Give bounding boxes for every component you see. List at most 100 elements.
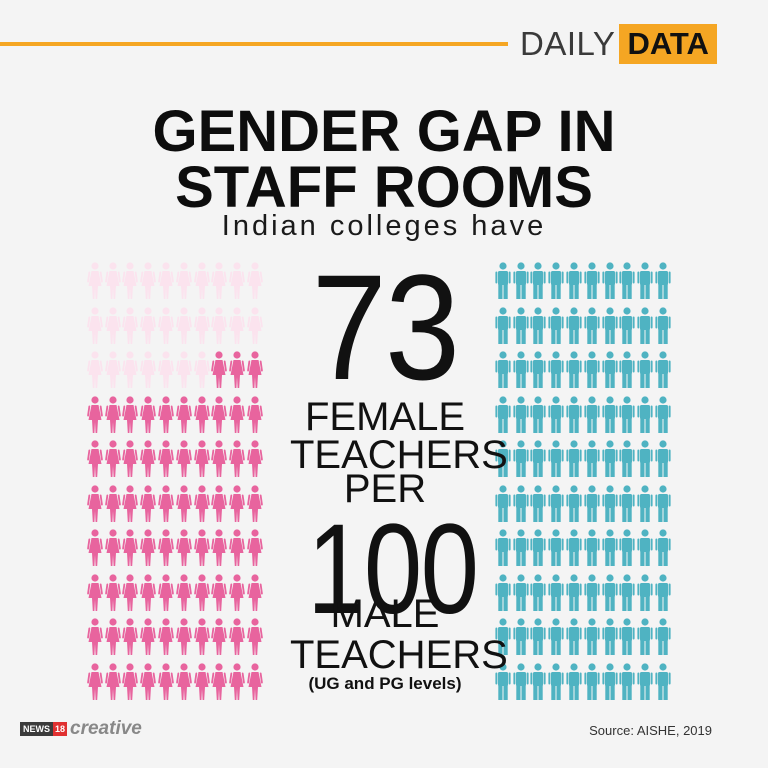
male-icon (530, 395, 548, 441)
label-per: PER (343, 467, 427, 511)
label-teachers-2: TEACHERS (290, 633, 508, 677)
male-icon (530, 262, 548, 307)
female-icon-filled (122, 529, 140, 574)
female-icon-faded (157, 351, 175, 396)
female-icon-filled (157, 395, 175, 441)
male-icon (530, 529, 548, 574)
female-icon-filled (104, 484, 122, 530)
male-icon (512, 573, 530, 619)
male-icon (583, 351, 601, 396)
female-icon-filled (122, 440, 140, 485)
female-icon-filled (211, 618, 229, 663)
male-icon (619, 306, 637, 352)
title-line-1: GENDER GAP IN (152, 99, 616, 164)
male-icon (636, 529, 654, 574)
male-icon (530, 306, 548, 352)
female-icon-filled (157, 484, 175, 530)
female-icon-filled (193, 484, 211, 530)
female-icon-filled (228, 618, 246, 663)
male-icon (654, 662, 672, 708)
female-icon-faded (193, 351, 211, 396)
daily-data-logo: DAILY DATA (520, 24, 717, 64)
female-icon-faded (86, 306, 104, 352)
male-icon (565, 662, 583, 708)
male-icon (512, 306, 530, 352)
female-icon-filled (175, 662, 193, 708)
male-icon (494, 351, 512, 396)
news18-creative-logo: NEWS 18 creative (20, 718, 142, 740)
male-icon (494, 529, 512, 574)
female-icon-faded (122, 351, 140, 396)
male-icon (494, 262, 512, 307)
male-icon (601, 351, 619, 396)
male-icon (512, 262, 530, 307)
title-line-2: STAFF ROOMS (175, 155, 593, 220)
female-icon-faded (228, 262, 246, 307)
male-icon (601, 662, 619, 708)
male-icon (530, 351, 548, 396)
male-icon (565, 573, 583, 619)
male-icon (601, 395, 619, 441)
male-icon (654, 262, 672, 307)
male-icon (619, 395, 637, 441)
female-icon-filled (86, 440, 104, 485)
female-icon-filled (193, 573, 211, 619)
brand-daily: DAILY (520, 25, 616, 62)
male-icon (512, 662, 530, 708)
female-icon-filled (246, 440, 264, 485)
female-icon-faded (211, 262, 229, 307)
male-icon (583, 618, 601, 663)
brand-data: DATA (619, 24, 717, 64)
male-icon (636, 662, 654, 708)
male-icon (619, 351, 637, 396)
female-icon-filled (104, 618, 122, 663)
male-icon (636, 395, 654, 441)
female-icon-filled (139, 395, 157, 441)
male-icon (636, 573, 654, 619)
female-icon-filled (228, 440, 246, 485)
logo-18: 18 (53, 722, 68, 736)
male-icon (512, 529, 530, 574)
label-female: FEMALE (304, 395, 466, 439)
female-icon-faded (193, 306, 211, 352)
female-pictogram-grid (86, 262, 264, 707)
female-icon-filled (211, 662, 229, 708)
female-icon-filled (86, 662, 104, 708)
male-icon (654, 351, 672, 396)
male-icon (494, 395, 512, 441)
female-icon-faded (175, 262, 193, 307)
male-icon (547, 662, 565, 708)
female-icon-filled (122, 573, 140, 619)
male-icon (654, 395, 672, 441)
male-icon (601, 618, 619, 663)
male-icon (636, 306, 654, 352)
female-icon-filled (193, 618, 211, 663)
female-icon-filled (139, 484, 157, 530)
male-icon (512, 440, 530, 485)
male-icon (619, 262, 637, 307)
female-icon-filled (139, 529, 157, 574)
female-icon-filled (246, 662, 264, 708)
female-icon-filled (157, 573, 175, 619)
female-icon-faded (246, 306, 264, 352)
female-icon-faded (122, 262, 140, 307)
male-icon (601, 529, 619, 574)
male-icon (494, 618, 512, 663)
male-icon (547, 262, 565, 307)
female-icon-faded (246, 262, 264, 307)
female-icon-filled (228, 529, 246, 574)
subtitle: Indian colleges have (221, 210, 547, 242)
male-icon (494, 662, 512, 708)
female-icon-filled (246, 484, 264, 530)
male-icon (619, 440, 637, 485)
male-icon (601, 484, 619, 530)
female-icon-filled (175, 618, 193, 663)
male-icon (494, 573, 512, 619)
male-icon (619, 662, 637, 708)
female-icon-faded (193, 262, 211, 307)
male-icon (512, 618, 530, 663)
female-icon-faded (157, 306, 175, 352)
female-icon-filled (104, 662, 122, 708)
female-icon-filled (246, 529, 264, 574)
male-icon (654, 484, 672, 530)
